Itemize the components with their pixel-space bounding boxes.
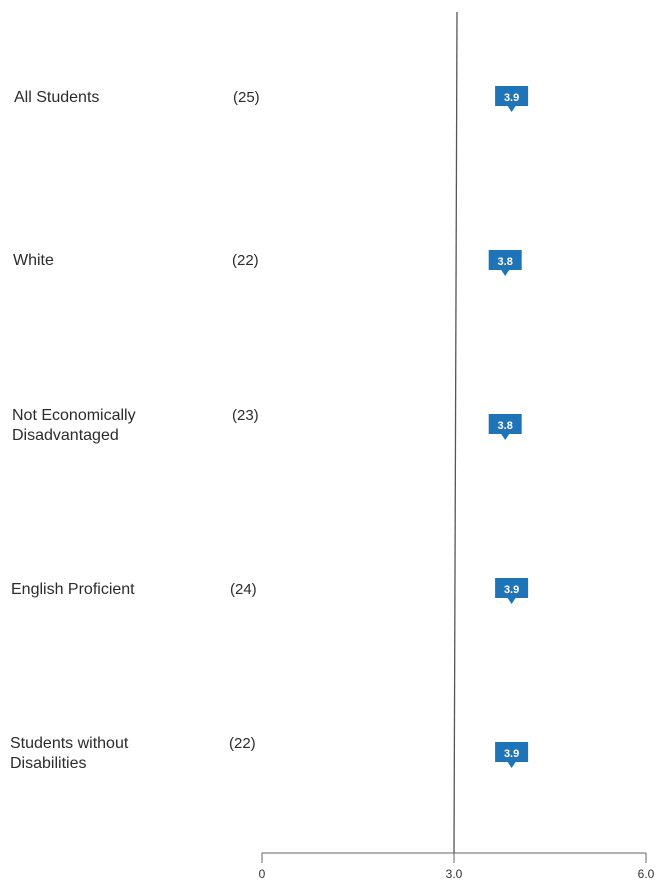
- data-label-1: 3.8: [498, 256, 513, 268]
- count-all-students: (25): [233, 89, 260, 106]
- data-label-2: 3.8: [498, 420, 513, 432]
- data-marker-0: 3.9: [495, 86, 529, 112]
- count-white: (22): [232, 252, 259, 269]
- data-marker-shape-2: [488, 414, 522, 440]
- data-label-4: 3.9: [504, 748, 519, 760]
- category-label-not-economically-disadvantaged: Not Economically Disadvantaged: [12, 407, 136, 444]
- data-marker-1: 3.8: [488, 250, 522, 276]
- count-not-economically-disadvantaged: (23): [232, 407, 259, 424]
- x-tick-label-1: 3.0: [446, 867, 463, 880]
- count-students-without-disabilities: (22): [229, 735, 256, 752]
- data-marker-shape-4: [495, 742, 529, 768]
- category-label-white: White: [13, 252, 54, 269]
- data-label-3: 3.9: [504, 584, 519, 596]
- data-marker-4: 3.9: [495, 742, 529, 768]
- data-marker-2: 3.8: [488, 414, 522, 440]
- data-marker-shape-0: [495, 86, 529, 112]
- category-label-all-students: All Students: [14, 89, 100, 106]
- reference-line: [453, 11, 458, 854]
- x-tick-label-0: 0: [259, 867, 266, 880]
- category-label-students-without-disabilities: Students without Disabilities: [10, 735, 129, 772]
- data-label-0: 3.9: [504, 92, 519, 104]
- category-label-english-proficient: English Proficient: [11, 581, 135, 598]
- x-tick-label-2: 6.0: [638, 867, 655, 880]
- data-marker-3: 3.9: [495, 578, 529, 604]
- data-marker-shape-1: [488, 250, 522, 276]
- count-english-proficient: (24): [230, 581, 257, 598]
- data-marker-shape-3: [495, 578, 529, 604]
